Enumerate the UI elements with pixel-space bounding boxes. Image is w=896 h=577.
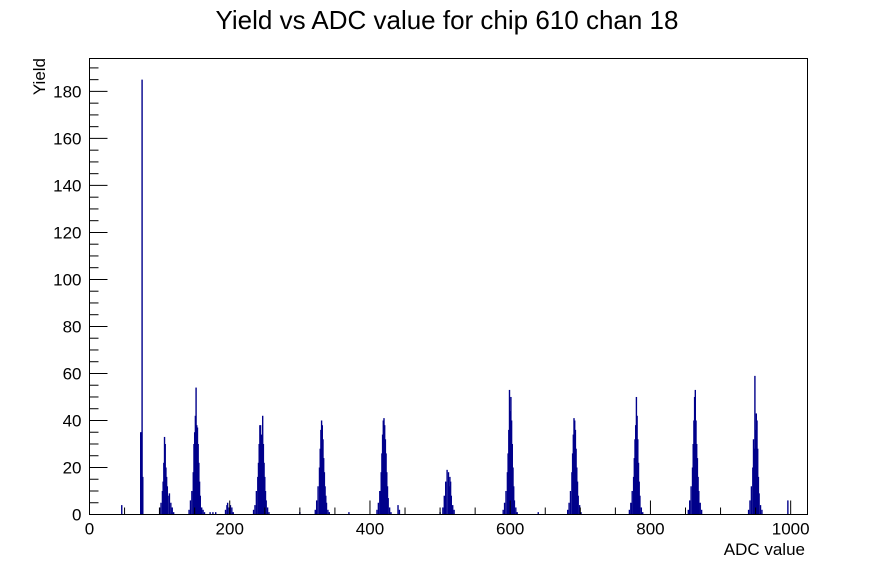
axes-layer: 0 20 40 60 80 100 120 140 160 180 0 200 400 600 800 100… — [53, 67, 810, 539]
y-tick-label: 60 — [63, 364, 82, 383]
plot-frame — [89, 58, 808, 515]
y-tick-label: 100 — [53, 270, 81, 289]
x-tick-label: 400 — [356, 520, 384, 539]
x-tick-label: 800 — [636, 520, 664, 539]
x-tick-label: 1000 — [772, 520, 810, 539]
x-tick-label: 0 — [85, 520, 94, 539]
chart-title: Yield vs ADC value for chip 610 chan 18 — [216, 5, 679, 35]
x-tick-label: 200 — [216, 520, 244, 539]
y-tick-label: 140 — [53, 176, 81, 195]
y-tick-label: 40 — [63, 411, 82, 430]
y-tick-label: 0 — [72, 506, 81, 525]
y-tick-label: 20 — [63, 458, 82, 477]
y-tick-label: 120 — [53, 223, 81, 242]
y-tick-label: 160 — [53, 129, 81, 148]
y-tick-label: 80 — [63, 317, 82, 336]
y-tick-label: 180 — [53, 82, 81, 101]
y-axis-label: Yield — [30, 58, 49, 95]
x-tick-label: 600 — [496, 520, 524, 539]
x-axis-label: ADC value — [724, 540, 805, 559]
bins-layer — [121, 79, 789, 515]
